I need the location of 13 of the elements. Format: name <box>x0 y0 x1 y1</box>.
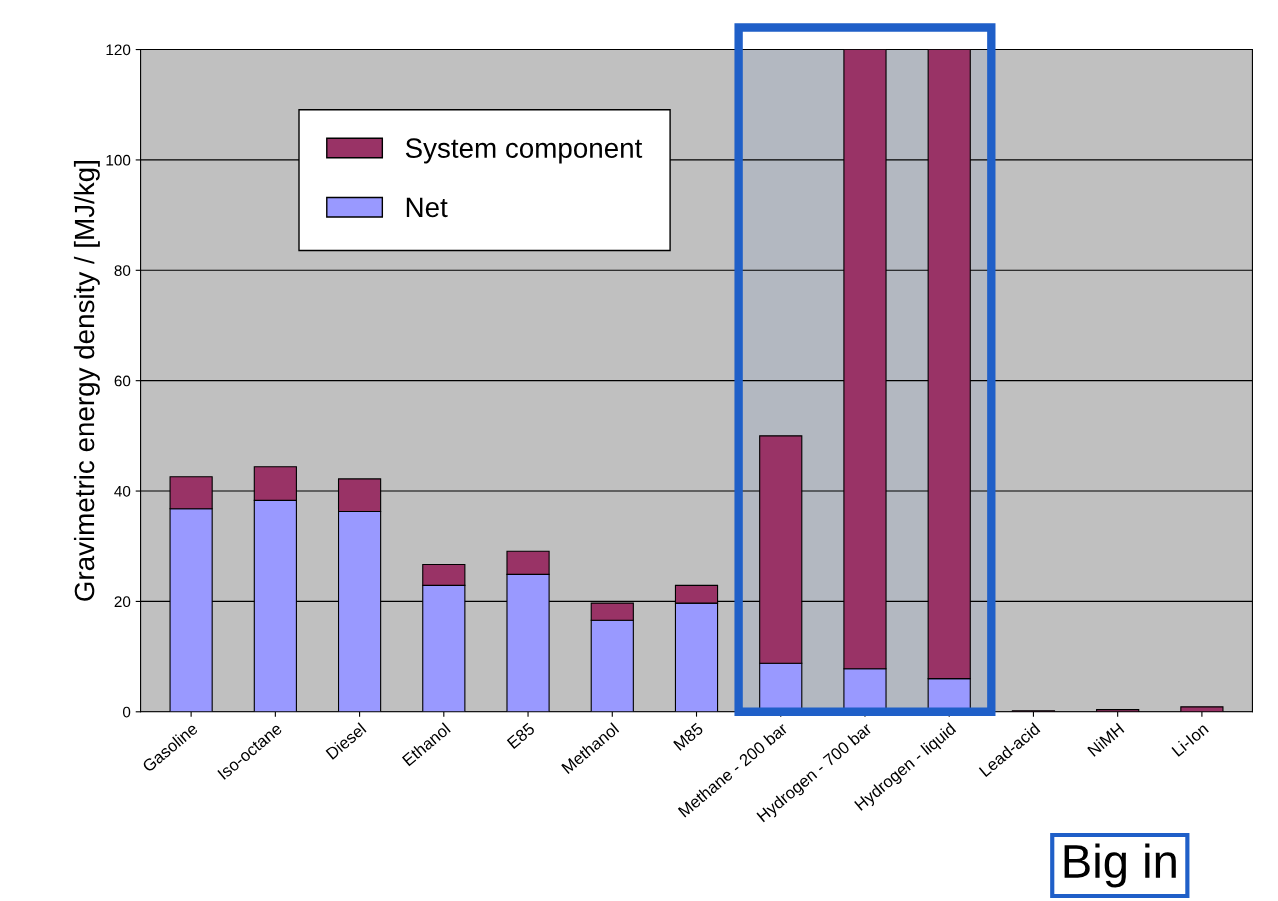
x-tick-label: E85 <box>506 722 536 750</box>
y-tick-label: 0 <box>122 706 131 718</box>
x-tick-label: M85 <box>673 722 704 751</box>
y-tick-label: 100 <box>106 154 131 166</box>
y-tick-label: 40 <box>114 485 131 497</box>
y-tick-label: 80 <box>114 265 131 276</box>
y-axis-title: Gravimetric energy density / [MJ/kg] <box>73 161 100 601</box>
y-tick-label: 120 <box>106 44 131 56</box>
legend-label: System component <box>405 138 643 164</box>
y-tick-label: 20 <box>114 596 131 608</box>
legend-label: Net <box>406 197 448 218</box>
text: Big in <box>1064 843 1176 888</box>
y-tick-label: 60 <box>114 375 131 387</box>
